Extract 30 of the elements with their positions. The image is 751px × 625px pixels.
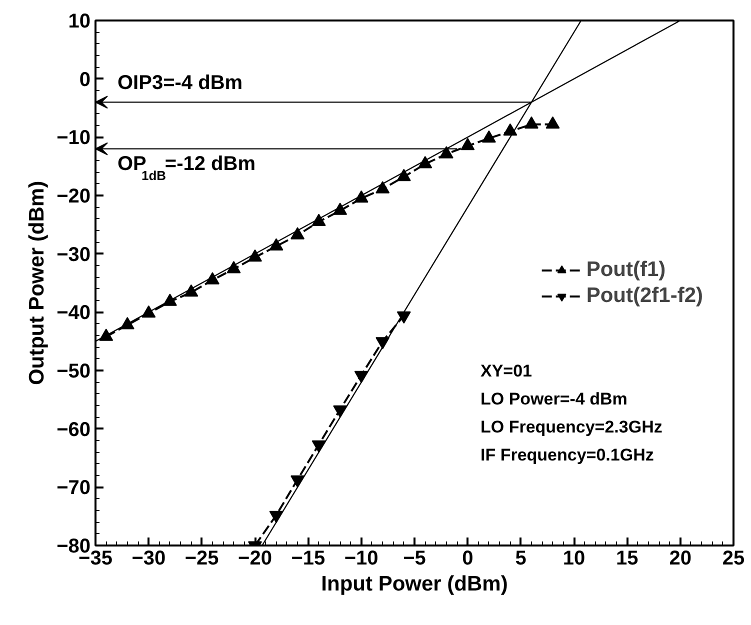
legend-label: Pout(f1)	[586, 258, 666, 282]
x-axis-title: Input Power (dBm)	[321, 572, 508, 596]
x-tick-label: 0	[462, 548, 474, 570]
x-tick-label: 20	[669, 548, 692, 570]
y-axis-title: Output Power (dBm)	[26, 180, 49, 386]
legend-label: Pout(2f1-f2)	[586, 284, 703, 308]
x-tick-label: −25	[184, 548, 219, 570]
y-tick-label: −10	[56, 127, 91, 150]
annotation: LO Frequency=2.3GHz	[480, 418, 662, 436]
x-tick-label: 5	[515, 548, 526, 570]
annotation: IF Frequency=0.1GHz	[480, 446, 654, 464]
x-tick-label: −20	[238, 548, 272, 570]
x-tick-label: −10	[344, 548, 378, 570]
y-tick-label: −50	[56, 360, 91, 382]
annotation: OIP3=-4 dBm	[118, 72, 243, 94]
y-tick-label: 0	[79, 68, 90, 91]
x-tick-label: −5	[403, 548, 426, 570]
y-tick-label: −70	[56, 477, 91, 500]
y-tick-label: −60	[56, 418, 91, 441]
y-tick-label: 10	[68, 10, 91, 32]
x-tick-label: 15	[616, 548, 638, 570]
x-tick-label: 25	[722, 548, 745, 570]
y-tick-label: −40	[56, 302, 91, 324]
x-tick-label: 10	[562, 548, 586, 570]
annotation: LO Power=-4 dBm	[480, 390, 628, 408]
annotation: XY=01	[480, 362, 532, 380]
x-tick-label: −30	[132, 548, 166, 570]
x-tick-label: −15	[291, 548, 326, 570]
y-tick-label: −30	[56, 244, 91, 266]
y-tick-label: −20	[56, 186, 91, 208]
